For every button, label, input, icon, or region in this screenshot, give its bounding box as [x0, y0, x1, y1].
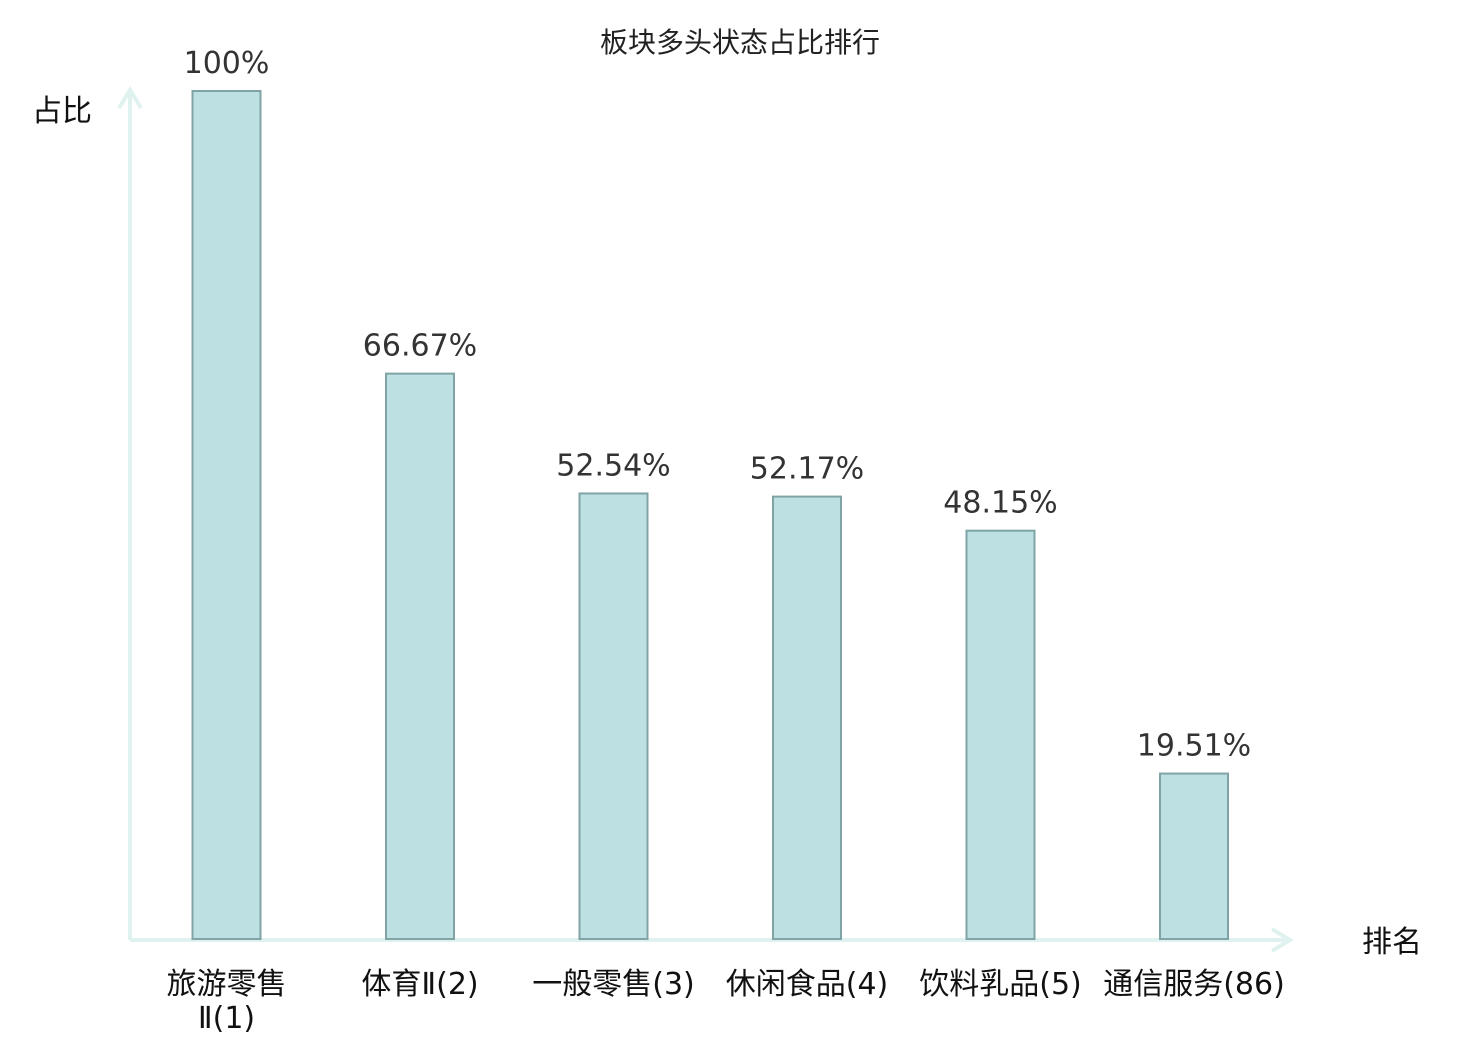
category-label-2: 体育Ⅱ(2): [361, 967, 478, 1002]
value-label-4: 52.17%: [750, 452, 864, 487]
category-label-5: 饮料乳品(5): [919, 967, 1082, 1002]
bar-4: [772, 495, 842, 940]
category-labels-group: 旅游零售 Ⅱ(1) 体育Ⅱ(2) 一般零售(3) 休闲食品(4) 饮料乳品(5) 通信服务(…: [167, 967, 1285, 1036]
y-axis-label: 占比: [32, 94, 92, 129]
value-label-3: 52.54%: [556, 448, 670, 483]
value-label-1: 100%: [184, 46, 270, 81]
category-label-4: 休闲食品(4): [726, 967, 889, 1002]
chart-title: 板块多头状态占比排行: [600, 26, 880, 59]
value-label-5: 48.15%: [943, 486, 1057, 521]
value-labels-group: 100% 66.67% 52.54% 52.17% 48.15% 19.51%: [184, 46, 1252, 764]
x-axis-label: 排名: [1362, 925, 1422, 960]
value-label-2: 66.67%: [363, 329, 477, 364]
category-label-3: 一般零售(3): [532, 967, 695, 1002]
value-label-6: 19.51%: [1137, 729, 1251, 764]
bar-6: [1159, 772, 1229, 940]
bar-5: [965, 529, 1036, 940]
bar-2: [385, 372, 455, 940]
category-label-1: 旅游零售 Ⅱ(1): [167, 967, 287, 1036]
category-label-6: 通信服务(86): [1103, 967, 1285, 1002]
bar-3: [578, 492, 649, 940]
x-axis-arrow-icon: [1270, 927, 1294, 953]
bars-group: [191, 90, 1229, 940]
bar-1: [191, 90, 262, 940]
y-axis-arrow-icon: [117, 86, 143, 110]
